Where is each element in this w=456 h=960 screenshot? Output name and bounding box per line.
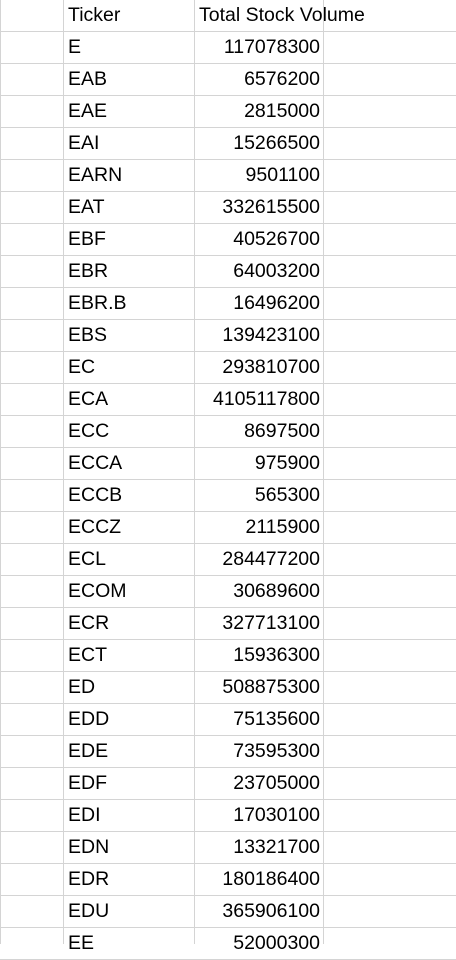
ticker-cell[interactable]: EDF [68,772,107,794]
volume-cell[interactable]: 327713100 [222,612,320,634]
table-row: EBR.B 16496200 [0,288,456,320]
volume-cell[interactable]: 73595300 [233,740,320,762]
ticker-cell[interactable]: EBR.B [68,292,127,314]
table-row: EDE 73595300 [0,736,456,768]
ticker-cell[interactable]: EC [68,356,96,378]
ticker-cell[interactable]: EBS [68,324,108,346]
ticker-cell[interactable]: ECCA [68,452,123,474]
ticker-cell[interactable]: EDD [68,708,110,730]
volume-cell[interactable]: 365906100 [222,900,320,922]
volume-cell[interactable]: 284477200 [222,548,320,570]
ticker-cell[interactable]: EARN [68,164,123,186]
volume-cell[interactable]: 180186400 [222,868,320,890]
ticker-column-header[interactable]: Ticker [68,4,121,26]
volume-cell[interactable]: 139423100 [222,324,320,346]
table-row: EDN 13321700 [0,832,456,864]
volume-cell[interactable]: 75135600 [233,708,320,730]
ticker-cell[interactable]: ECOM [68,580,127,602]
table-row: EDR 180186400 [0,864,456,896]
table-row: ECOM 30689600 [0,576,456,608]
ticker-cell[interactable]: EAB [68,68,108,90]
ticker-cell[interactable]: ECC [68,420,110,442]
table-row: ECC 8697500 [0,416,456,448]
volume-cell[interactable]: 975900 [254,452,320,474]
table-row: ECCZ 2115900 [0,512,456,544]
volume-cell[interactable]: 30689600 [233,580,320,602]
volume-cell[interactable]: 9501100 [245,164,320,186]
ticker-cell[interactable]: EDU [68,900,110,922]
table-row: ECR 327713100 [0,608,456,640]
table-row: EDF 23705000 [0,768,456,800]
table-row: EE 52000300 [0,928,456,960]
table-row: EAB 6576200 [0,64,456,96]
table-row: EAT 332615500 [0,192,456,224]
volume-cell[interactable]: 40526700 [233,228,320,250]
table-row: E 117078300 [0,32,456,64]
table-row: ECA 4105117800 [0,384,456,416]
ticker-cell[interactable]: EDR [68,868,110,890]
ticker-cell[interactable]: ECT [68,644,107,666]
ticker-cell[interactable]: EAE [68,100,108,122]
table-row: ED 508875300 [0,672,456,704]
volume-cell[interactable]: 13321700 [233,836,320,858]
volume-cell[interactable]: 8697500 [244,420,320,442]
ticker-cell[interactable]: ECCB [68,484,123,506]
ticker-cell[interactable]: ED [68,676,96,698]
ticker-cell[interactable]: ECL [68,548,106,570]
ticker-cell[interactable]: ECA [68,388,109,410]
table-row: ECL 284477200 [0,544,456,576]
table-row: EBR 64003200 [0,256,456,288]
table-row: ECT 15936300 [0,640,456,672]
volume-cell[interactable]: 332615500 [222,196,320,218]
volume-cell[interactable]: 2115900 [245,516,320,538]
table-row: EAE 2815000 [0,96,456,128]
table-row: EAI 15266500 [0,128,456,160]
volume-cell[interactable]: 15936300 [233,644,320,666]
volume-cell[interactable]: 117078300 [223,36,320,58]
volume-cell[interactable]: 15266500 [233,132,320,154]
header-row: Ticker Total Stock Volume [0,0,456,32]
ticker-cell[interactable]: ECR [68,612,110,634]
volume-cell[interactable]: 6576200 [244,68,320,90]
volume-column-header[interactable]: Total Stock Volume [199,4,365,26]
table-row: EBF 40526700 [0,224,456,256]
table-row: EDU 365906100 [0,896,456,928]
volume-cell[interactable]: 293810700 [222,356,320,378]
ticker-cell[interactable]: E [68,36,82,58]
table-row: EBS 139423100 [0,320,456,352]
ticker-cell[interactable]: EAT [68,196,105,218]
ticker-cell[interactable]: EDE [68,740,109,762]
ticker-cell[interactable]: EDI [68,804,101,826]
ticker-cell[interactable]: EDN [68,836,110,858]
table-row: ECCA 975900 [0,448,456,480]
volume-cell[interactable]: 16496200 [233,292,320,314]
volume-cell[interactable]: 23705000 [233,772,320,794]
table-row: ECCB 565300 [0,480,456,512]
ticker-cell[interactable]: EBR [68,260,109,282]
ticker-cell[interactable]: EAI [68,132,100,154]
table-row: EARN 9501100 [0,160,456,192]
volume-cell[interactable]: 508875300 [222,676,320,698]
volume-cell[interactable]: 565300 [254,484,320,506]
table-row: EDI 17030100 [0,800,456,832]
volume-cell[interactable]: 2815000 [244,100,320,122]
volume-cell[interactable]: 4105117800 [212,388,320,410]
ticker-cell[interactable]: ECCZ [68,516,122,538]
volume-cell[interactable]: 64003200 [233,260,320,282]
table-row: EDD 75135600 [0,704,456,736]
table-row: EC 293810700 [0,352,456,384]
ticker-cell[interactable]: EBF [68,228,106,250]
volume-cell[interactable]: 17030100 [233,804,320,826]
